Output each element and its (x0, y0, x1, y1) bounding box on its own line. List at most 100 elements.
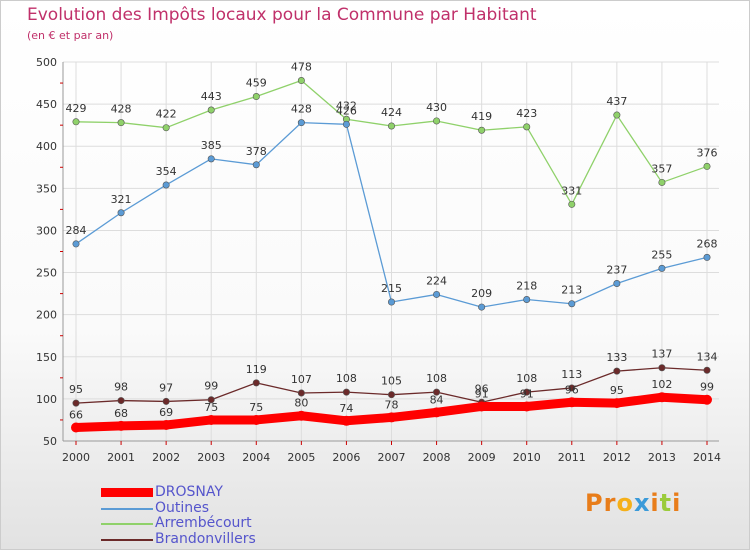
data-label: 69 (159, 406, 173, 419)
data-point (387, 122, 395, 130)
y-tick-label: 100 (36, 393, 57, 406)
data-label: 429 (66, 102, 87, 115)
data-point (656, 392, 667, 403)
data-label: 68 (114, 407, 128, 420)
x-tick-label: 2008 (423, 451, 451, 464)
chart-subtitle: (en € et par an) (27, 29, 114, 42)
logo-letter: o (616, 489, 634, 517)
data-label: 97 (159, 381, 173, 394)
data-point (433, 117, 441, 125)
y-tick-label: 400 (36, 140, 57, 153)
data-point (658, 264, 666, 272)
data-point (117, 119, 125, 127)
data-point (251, 414, 262, 425)
data-label: 99 (700, 381, 714, 394)
data-point (342, 388, 350, 396)
data-label: 119 (246, 363, 267, 376)
logo-letter: P (585, 489, 604, 517)
data-label: 354 (156, 165, 177, 178)
legend-swatch-outines (101, 507, 153, 510)
data-point (162, 181, 170, 189)
data-point (658, 364, 666, 372)
data-label: 80 (294, 397, 308, 410)
data-label: 91 (520, 387, 534, 400)
legend-label-drosnay: DROSNAY (155, 484, 223, 500)
data-label: 426 (336, 104, 357, 117)
data-label: 134 (697, 350, 718, 363)
data-point (161, 419, 172, 430)
x-tick-label: 2006 (332, 451, 360, 464)
legend-swatch-drosnay (101, 488, 153, 497)
data-label: 432 (336, 99, 357, 112)
x-tick-label: 2014 (693, 451, 721, 464)
data-point (387, 298, 395, 306)
data-label: 422 (156, 108, 177, 121)
data-label: 66 (69, 409, 83, 422)
x-tick-label: 2009 (468, 451, 496, 464)
data-point (297, 77, 305, 85)
data-point (433, 388, 441, 396)
data-label: 84 (430, 393, 444, 406)
data-label: 213 (561, 284, 582, 297)
legend-label-brandonvillers: Brandonvillers (155, 530, 256, 547)
data-label: 424 (381, 106, 402, 119)
data-label: 108 (336, 372, 357, 385)
x-tick-label: 2013 (648, 451, 676, 464)
y-tick-label: 500 (36, 56, 57, 69)
data-label: 268 (697, 237, 718, 250)
data-label: 331 (561, 184, 582, 197)
data-point (207, 155, 215, 163)
proxiti-logo: Proxiti (585, 489, 681, 517)
data-point (297, 389, 305, 397)
data-point (523, 296, 531, 304)
data-point (162, 124, 170, 132)
data-point (703, 366, 711, 374)
data-point (387, 391, 395, 399)
data-label: 376 (697, 146, 718, 159)
x-tick-label: 2001 (107, 451, 135, 464)
data-point (116, 420, 127, 431)
data-label: 75 (249, 401, 263, 414)
data-point (476, 401, 487, 412)
data-label: 95 (69, 383, 83, 396)
data-point (207, 396, 215, 404)
data-point (521, 401, 532, 412)
data-point (386, 412, 397, 423)
data-label: 102 (651, 378, 672, 391)
x-tick-label: 2012 (603, 451, 631, 464)
data-label: 430 (426, 101, 447, 114)
y-tick-label: 250 (36, 267, 57, 280)
logo-letter: t (659, 489, 673, 517)
data-label: 215 (381, 282, 402, 295)
data-point (702, 394, 712, 405)
data-point (341, 415, 352, 426)
data-label: 385 (201, 139, 222, 152)
data-label: 96 (475, 382, 489, 395)
data-label: 74 (339, 402, 353, 415)
data-label: 437 (606, 95, 627, 108)
logo-letter: x (633, 489, 651, 517)
data-label: 321 (111, 193, 132, 206)
x-tick-label: 2003 (197, 451, 225, 464)
data-point (117, 397, 125, 405)
data-label: 107 (291, 373, 312, 386)
data-label: 99 (204, 380, 218, 393)
data-point (433, 290, 441, 298)
data-point (252, 161, 260, 169)
data-point (568, 200, 576, 208)
data-point (342, 120, 350, 128)
data-point (523, 388, 531, 396)
y-tick-label: 300 (36, 224, 57, 237)
data-point (478, 303, 486, 311)
chart-title: Evolution des Impôts locaux pour la Comm… (27, 5, 537, 25)
data-label: 209 (471, 287, 492, 300)
data-point (72, 399, 80, 407)
data-label: 91 (475, 387, 489, 400)
logo-letter: r (603, 489, 617, 517)
data-point (296, 410, 307, 421)
y-tick-label: 450 (36, 98, 57, 111)
data-point (72, 240, 80, 248)
data-point (703, 162, 711, 170)
data-point (431, 407, 442, 418)
